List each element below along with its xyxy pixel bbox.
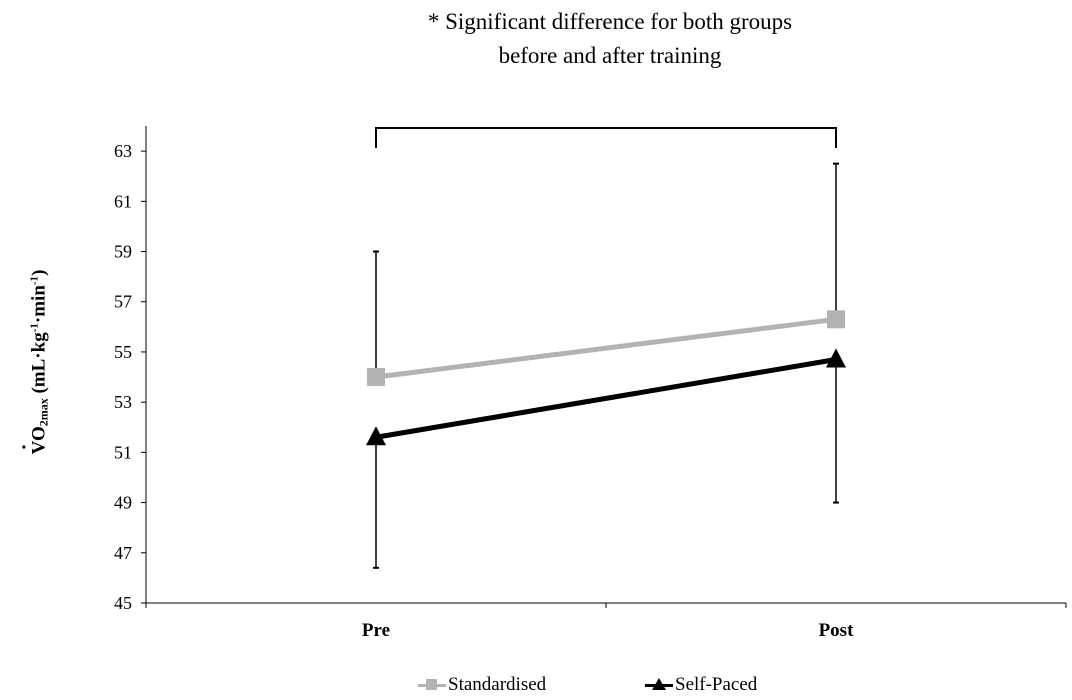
legend-item-self-paced: Self-Paced xyxy=(645,672,757,698)
chart-title-line-2: before and after training xyxy=(498,43,722,68)
self-paced-point-0 xyxy=(366,426,386,446)
legend-label-standardised: Standardised xyxy=(448,674,547,695)
x-tick-label-pre: Pre xyxy=(362,620,390,641)
y-tick-label-55: 55 xyxy=(114,342,132,362)
significance-bracket xyxy=(375,127,837,148)
self-paced-series-line xyxy=(375,357,837,440)
legend-label-self-paced: Self-Paced xyxy=(675,674,758,695)
legend-item-standardised: Standardised xyxy=(418,672,546,698)
y-tick-label-45: 45 xyxy=(114,593,132,613)
y-tick-label-59: 59 xyxy=(114,242,132,262)
self-paced-point-1 xyxy=(826,348,846,368)
y-tick-label-53: 53 xyxy=(114,392,132,412)
x-tick-label-post: Post xyxy=(819,620,855,641)
standardised-point-1 xyxy=(827,310,845,329)
standardised-legend-marker xyxy=(418,678,446,692)
standardised-point-0 xyxy=(367,368,385,387)
y-tick-label-63: 63 xyxy=(114,141,132,161)
legend: Standardised Self-Paced xyxy=(0,672,1072,698)
standardised-series-line xyxy=(375,316,837,380)
y-tick-label-57: 57 xyxy=(114,292,132,312)
y-tick-label-49: 49 xyxy=(114,493,132,513)
y-tick-label-47: 47 xyxy=(114,543,132,563)
y-tick-label-61: 61 xyxy=(114,191,132,211)
chart-title-line-1: * Significant difference for both groups xyxy=(427,9,793,34)
y-tick-label-51: 51 xyxy=(114,442,132,462)
self-paced-legend-marker xyxy=(645,678,673,692)
